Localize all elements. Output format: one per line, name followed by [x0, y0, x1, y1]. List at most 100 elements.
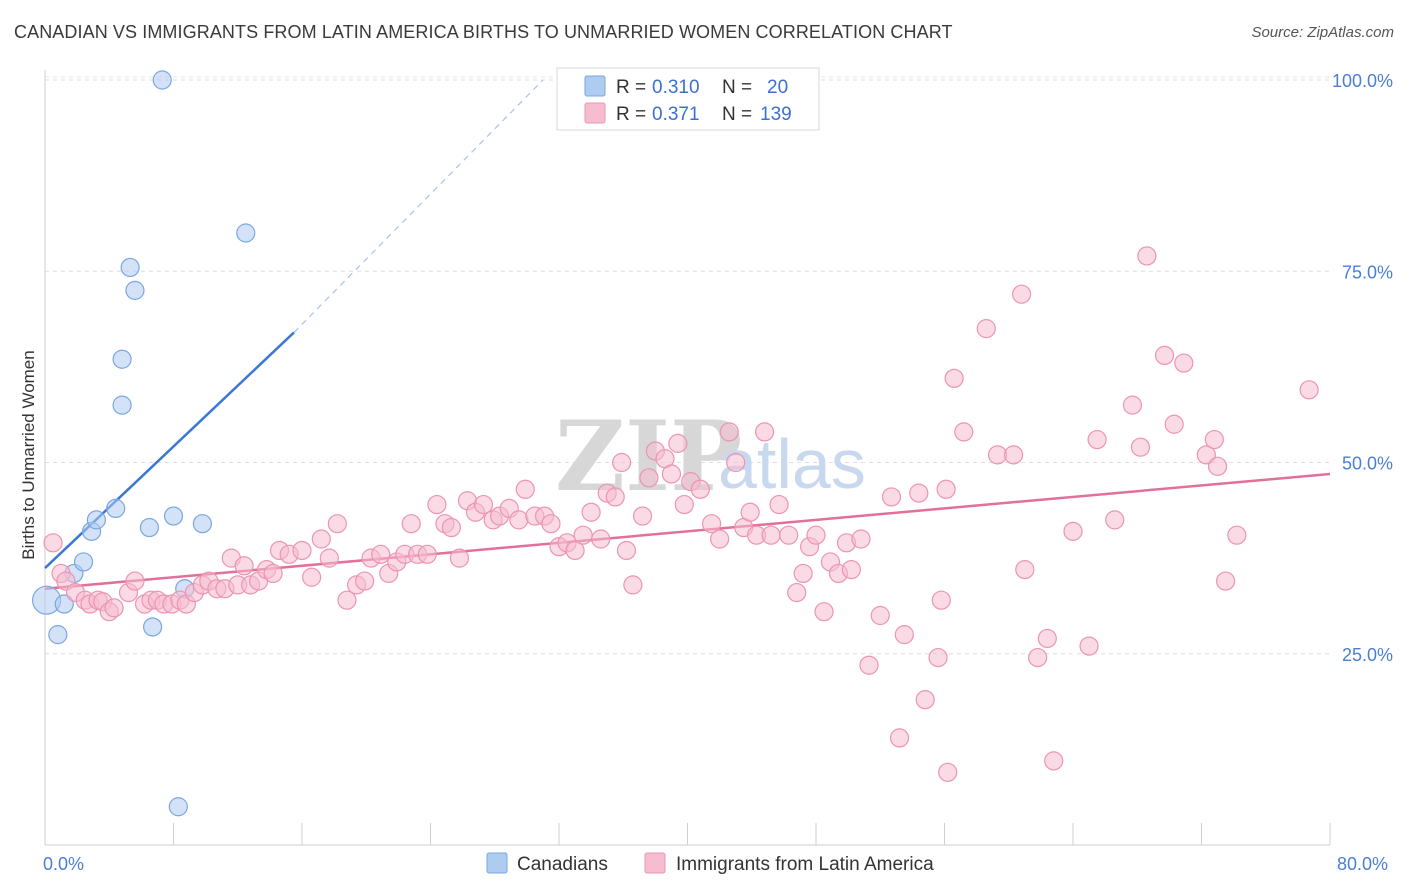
- data-point: [139, 517, 160, 538]
- legend-r-value-0: 0.310: [652, 77, 700, 98]
- y-tick-label-75: 75.0%: [1342, 262, 1393, 282]
- data-point: [112, 349, 132, 369]
- data-point: [104, 598, 124, 618]
- chart-title: CANADIAN VS IMMIGRANTS FROM LATIN AMERIC…: [14, 22, 953, 42]
- data-point: [302, 567, 322, 587]
- data-point: [1215, 571, 1236, 591]
- legend-n-label-1: N =: [722, 104, 752, 125]
- data-point: [417, 544, 437, 564]
- data-point: [779, 525, 799, 545]
- data-point: [623, 575, 643, 595]
- data-point: [1130, 437, 1151, 457]
- data-point: [915, 690, 935, 710]
- data-point: [806, 525, 826, 545]
- data-point: [726, 452, 746, 473]
- data-point: [192, 514, 213, 534]
- data-point: [43, 533, 63, 553]
- legend-n-label-0: N =: [722, 77, 752, 98]
- data-point: [870, 605, 890, 626]
- data-point: [1164, 414, 1184, 434]
- trend-extension-0: [293, 79, 544, 333]
- data-point: [690, 479, 710, 499]
- data-point: [740, 502, 760, 522]
- legend-r-label-1: R =: [616, 104, 646, 125]
- data-point: [605, 487, 625, 507]
- data-point: [674, 494, 694, 515]
- bottom-legend-label-canadians: Canadians: [517, 854, 608, 875]
- data-point: [1196, 445, 1216, 465]
- y-tick-label-25: 25.0%: [1342, 645, 1393, 665]
- data-point: [1227, 525, 1247, 545]
- data-point: [851, 529, 871, 549]
- data-point: [1044, 751, 1064, 771]
- legend-swatch-canadians: [584, 75, 606, 97]
- data-point: [73, 552, 94, 572]
- legend-n-value-1: 139: [760, 104, 792, 125]
- data-point: [1154, 345, 1175, 365]
- data-point: [427, 494, 447, 515]
- data-point: [612, 452, 632, 473]
- data-point: [1037, 628, 1057, 649]
- data-point: [125, 571, 145, 591]
- data-points: [32, 70, 1319, 817]
- data-point: [1028, 647, 1048, 668]
- data-point: [234, 556, 254, 576]
- data-point: [163, 506, 184, 526]
- data-point: [889, 728, 910, 748]
- data-point: [954, 422, 974, 442]
- data-point: [1003, 445, 1024, 465]
- data-point: [1087, 429, 1107, 450]
- y-axis-label: Births to Unmarried Women: [19, 350, 38, 559]
- axes: [44, 70, 1331, 846]
- data-point: [710, 529, 730, 549]
- data-point: [337, 590, 357, 610]
- data-point: [143, 617, 163, 637]
- data-point: [987, 445, 1008, 465]
- data-point: [754, 422, 775, 442]
- data-point: [541, 514, 561, 534]
- x-tick-label-80: 80.0%: [1337, 854, 1388, 874]
- data-point: [152, 70, 172, 90]
- data-point: [701, 514, 722, 534]
- data-point: [292, 540, 312, 561]
- data-point: [311, 529, 331, 549]
- data-point: [515, 479, 535, 499]
- data-point: [473, 494, 494, 515]
- data-point: [936, 479, 956, 499]
- data-point: [106, 498, 126, 518]
- data-point: [639, 468, 659, 488]
- legend-r-label-0: R =: [616, 77, 646, 98]
- bottom-legend-swatch-immigrants: [644, 852, 666, 874]
- data-point: [509, 510, 529, 530]
- data-point: [719, 422, 739, 442]
- data-point: [1137, 246, 1157, 266]
- data-point: [112, 395, 132, 415]
- bottom-legend-label-immigrants: Immigrants from Latin America: [676, 854, 934, 875]
- data-point: [581, 502, 601, 522]
- data-point: [86, 510, 107, 530]
- data-point: [661, 464, 682, 484]
- data-point: [944, 368, 964, 388]
- data-point: [909, 483, 929, 503]
- legend-swatch-immigrants: [584, 102, 606, 124]
- data-point: [894, 625, 914, 645]
- data-point: [565, 540, 585, 561]
- source-label: Source: ZipAtlas.com: [1251, 24, 1394, 41]
- series-0: [32, 70, 256, 817]
- data-point: [881, 487, 902, 507]
- data-point: [668, 433, 688, 453]
- data-point: [1011, 284, 1032, 304]
- data-point: [355, 571, 375, 591]
- data-point: [591, 529, 611, 549]
- x-tick-label-0: 0.0%: [43, 854, 84, 874]
- data-point: [263, 563, 283, 584]
- bottom-legend-swatch-canadians: [486, 852, 508, 874]
- legend-n-value-0: 20: [767, 77, 788, 98]
- data-point: [1015, 559, 1035, 580]
- data-point: [769, 494, 789, 515]
- data-point: [1207, 456, 1228, 476]
- bottom-legend: Canadians Immigrants from Latin America: [486, 852, 934, 875]
- data-point: [327, 514, 347, 534]
- data-point: [1204, 429, 1224, 450]
